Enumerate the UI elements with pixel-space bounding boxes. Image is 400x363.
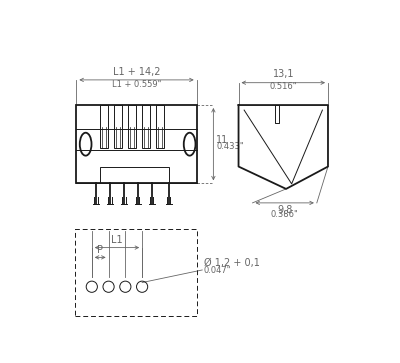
Bar [100, 105, 108, 148]
Bar [76, 105, 197, 183]
Bar [142, 105, 150, 148]
Text: 0.433": 0.433" [216, 143, 244, 151]
Bar [128, 105, 136, 148]
Text: P: P [97, 245, 103, 255]
Text: 13,1: 13,1 [272, 69, 294, 79]
Bar [100, 167, 169, 183]
Text: 0.386": 0.386" [271, 210, 298, 219]
Text: 11: 11 [216, 135, 228, 145]
Text: Ø 1,2 + 0,1: Ø 1,2 + 0,1 [204, 258, 260, 268]
Bar [75, 229, 197, 316]
Bar [114, 105, 122, 148]
Text: L1 + 0.559": L1 + 0.559" [112, 79, 161, 89]
Text: L1: L1 [111, 235, 123, 245]
Bar [156, 105, 164, 148]
Text: 0.047": 0.047" [204, 266, 231, 275]
Text: 0.516": 0.516" [270, 82, 297, 91]
Text: L1 + 14,2: L1 + 14,2 [113, 66, 160, 77]
Text: 9,8: 9,8 [277, 205, 292, 215]
